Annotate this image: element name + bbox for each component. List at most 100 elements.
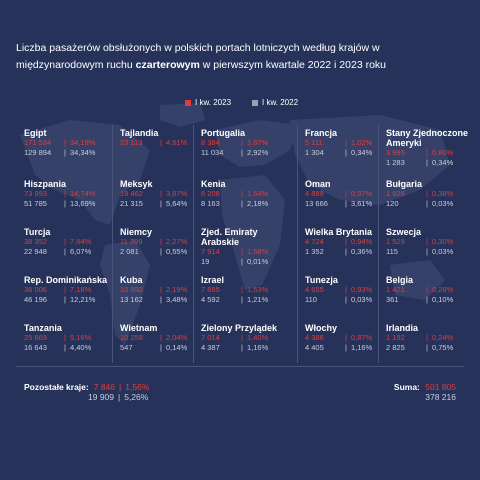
country-name: Zielony Przylądek xyxy=(201,323,278,333)
country-value-2023: 7 914 xyxy=(201,247,220,256)
country-row-y23: 5 111 | 1,02% xyxy=(305,138,395,148)
country-entry: Turcja 38 352 | 7,64% 22 948 | 6,07% xyxy=(24,227,114,257)
country-value-2023: 4 889 xyxy=(305,189,324,198)
others-pct-2022: 5,26% xyxy=(124,392,149,402)
country-row-y23: 38 352 | 7,64% xyxy=(24,237,114,247)
column-separator xyxy=(378,125,379,363)
country-pct-2023: 0,93% xyxy=(351,285,373,294)
country-row-y22: 46 196 | 12,21% xyxy=(24,295,114,305)
value-separator: | xyxy=(64,138,66,147)
title-part-1: Liczba pasażerów obsłużonych w polskich … xyxy=(16,42,380,71)
country-entry: Wielka Brytania 4 724 | 0,94% 1 352 | 0,36% xyxy=(305,227,395,257)
country-pct-2023: 0,30% xyxy=(432,237,454,246)
country-pct-2023: 7,18% xyxy=(70,285,92,294)
country-pct-2022: 0,14% xyxy=(166,343,188,352)
legend-label-2023: I kw. 2023 xyxy=(195,98,232,107)
total-label: Suma: xyxy=(393,382,420,392)
country-row-y23: 8 208 | 1,64% xyxy=(201,189,291,199)
country-value-2022: 11 034 xyxy=(201,148,224,157)
country-value-2023: 19 462 xyxy=(120,189,143,198)
country-row-y23: 171 534 | 34,18% xyxy=(24,138,114,148)
value-separator: | xyxy=(64,189,66,198)
value-separator: | xyxy=(426,158,428,167)
country-entry: Zjed. Emiraty Arabskie 7 914 | 1,58% 19 | 0,01… xyxy=(201,227,291,267)
value-separator: | xyxy=(241,148,243,157)
value-separator: | xyxy=(345,199,347,208)
value-separator: | xyxy=(160,343,162,352)
country-name: Belgia xyxy=(386,275,414,285)
country-value-2023: 171 534 xyxy=(24,138,52,147)
country-row-y23: 4 724 | 0,94% xyxy=(305,237,395,247)
others-pct-2023: 1,56% xyxy=(125,382,150,392)
country-row-y22: 13 666 | 3,61% xyxy=(305,199,395,209)
others-value-2023: 7 846 xyxy=(93,382,116,392)
country-entry: Kuba 10 992 | 2,19% 13 162 | 3,48% xyxy=(120,275,210,305)
country-row-y22: 4 405 | 1,16% xyxy=(305,343,395,353)
country-row-y22: 13 162 | 3,48% xyxy=(120,295,210,305)
title-part-2: w pierwszym kwartale 2022 i 2023 roku xyxy=(199,59,387,71)
country-pct-2023: 1,64% xyxy=(247,189,269,198)
country-entry: Meksyk 19 462 | 3,87% 21 315 | 5,64% xyxy=(120,179,210,209)
country-pct-2023: 34,18% xyxy=(70,138,96,147)
country-entry: Niemcy 11 399 | 2,27% 2 081 | 0,55% xyxy=(120,227,210,257)
country-name: Turcja xyxy=(24,227,51,237)
country-row-y23: 3 995 | 0,80% xyxy=(386,148,476,158)
country-value-2022: 129 894 xyxy=(24,148,52,157)
country-pct-2022: 0,36% xyxy=(351,247,373,256)
country-pct-2022: 6,07% xyxy=(70,247,92,256)
country-pct-2022: 0,01% xyxy=(247,257,269,266)
country-value-2023: 4 655 xyxy=(305,285,324,294)
country-value-2023: 7 695 xyxy=(201,285,220,294)
country-entry: Stany Zjednoczone Ameryki 3 995 | 0,80% 1 28… xyxy=(386,128,476,168)
country-pct-2023: 2,04% xyxy=(166,333,188,342)
country-value-2023: 8 208 xyxy=(201,189,220,198)
value-separator: | xyxy=(241,189,243,198)
country-row-y23: 10 992 | 2,19% xyxy=(120,285,210,295)
country-name: Francja xyxy=(305,128,338,138)
others-value-2022: 19 909 xyxy=(88,392,114,402)
country-pct-2023: 1,53% xyxy=(247,285,269,294)
country-row-y23: 1 529 | 0,30% xyxy=(386,237,476,247)
country-pct-2022: 5,64% xyxy=(166,199,188,208)
total-value-2023: 501 805 xyxy=(425,382,456,392)
country-name: Tajlandia xyxy=(120,128,159,138)
country-name: Egipt xyxy=(24,128,47,138)
country-entry: Bułgaria 1 926 | 0,38% 120 | 0,03% xyxy=(386,179,476,209)
legend-swatch-2023 xyxy=(185,99,191,106)
country-entry: Egipt 171 534 | 34,18% 129 894 | 34,34% xyxy=(24,128,114,158)
country-entry: Francja 5 111 | 1,02% 1 304 | 0,34% xyxy=(305,128,395,158)
country-value-2023: 36 006 xyxy=(24,285,47,294)
country-row-y22: 2 825 | 0,75% xyxy=(386,343,476,353)
column-separator xyxy=(297,125,298,363)
country-pct-2022: 2,92% xyxy=(247,148,269,157)
country-row-y22: 547 | 0,14% xyxy=(120,343,210,353)
country-value-2022: 110 xyxy=(305,295,317,304)
value-separator: | xyxy=(345,138,347,147)
country-name: Stany Zjednoczone Ameryki xyxy=(386,128,469,148)
country-entry: Tajlandia 23 113 | 4,61% xyxy=(120,128,210,148)
country-value-2023: 73 993 xyxy=(24,189,47,198)
country-name: Wietnam xyxy=(120,323,158,333)
country-value-2022: 1 352 xyxy=(305,247,324,256)
country-name: Kuba xyxy=(120,275,143,285)
country-pct-2022: 1,16% xyxy=(247,343,269,352)
country-name: Tunezja xyxy=(305,275,338,285)
country-value-2022: 51 785 xyxy=(24,199,47,208)
value-separator: | xyxy=(64,285,66,294)
country-row-y22: 1 283 | 0,34% xyxy=(386,158,476,168)
country-pct-2023: 7,64% xyxy=(70,237,92,246)
country-row-y23: 36 006 | 7,18% xyxy=(24,285,114,295)
country-name: Tanzania xyxy=(24,323,62,333)
country-row-y23: 1 926 | 0,38% xyxy=(386,189,476,199)
country-name: Rep. Dominikańska xyxy=(24,275,108,285)
country-value-2022: 4 387 xyxy=(201,343,220,352)
country-row-y22: 11 034 | 2,92% xyxy=(201,148,291,158)
value-separator: | xyxy=(241,295,243,304)
country-pct-2023: 0,97% xyxy=(351,189,373,198)
value-separator: | xyxy=(160,247,162,256)
country-entry: Zielony Przylądek 7 014 | 1,40% 4 387 | 1,16% xyxy=(201,323,291,353)
country-row-y23: 4 655 | 0,93% xyxy=(305,285,395,295)
country-pct-2023: 1,58% xyxy=(247,247,269,256)
legend-label-2022: I kw. 2022 xyxy=(262,98,299,107)
value-separator: | xyxy=(160,138,162,147)
